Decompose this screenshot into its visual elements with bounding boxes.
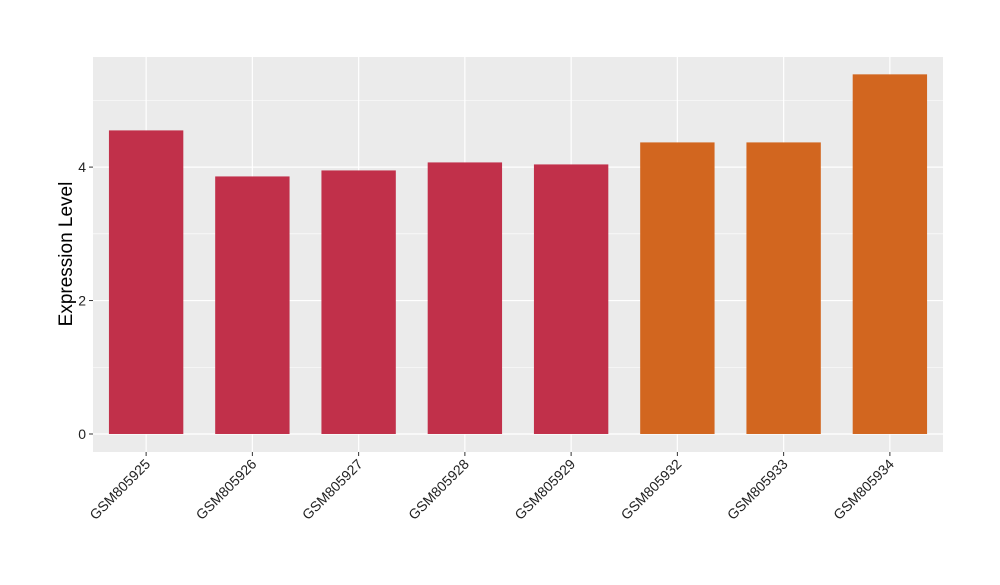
bar-GSM805926 (215, 176, 290, 434)
x-tick-label: GSM805928 (405, 456, 472, 523)
x-tick-label: GSM805925 (86, 456, 153, 523)
bar-GSM805933 (746, 142, 821, 434)
x-tick-label: GSM805927 (299, 456, 366, 523)
x-axis: GSM805925 GSM805926 GSM805927 GSM805928 GSM8… (86, 452, 897, 523)
bar-GSM805925 (108, 130, 184, 434)
y-tick-label: 4 (78, 159, 86, 175)
x-tick-label: GSM805926 (193, 456, 260, 523)
x-tick-label: GSM805934 (830, 456, 897, 523)
bar-GSM805929 (533, 164, 609, 434)
bar-GSM805932 (640, 142, 715, 434)
x-tick-label: GSM805933 (724, 456, 791, 523)
x-tick-label: GSM805929 (511, 456, 578, 523)
bar-GSM805934 (852, 74, 928, 434)
bar-GSM805927 (321, 170, 396, 434)
bars (108, 74, 928, 434)
y-tick-label: 2 (78, 293, 86, 309)
x-tick-label: GSM805932 (618, 456, 685, 523)
y-axis: 0 2 4 (78, 159, 93, 442)
y-tick-label: 0 (78, 426, 86, 442)
y-axis-title: Expression Level (56, 182, 77, 327)
bar-GSM805928 (427, 162, 503, 434)
